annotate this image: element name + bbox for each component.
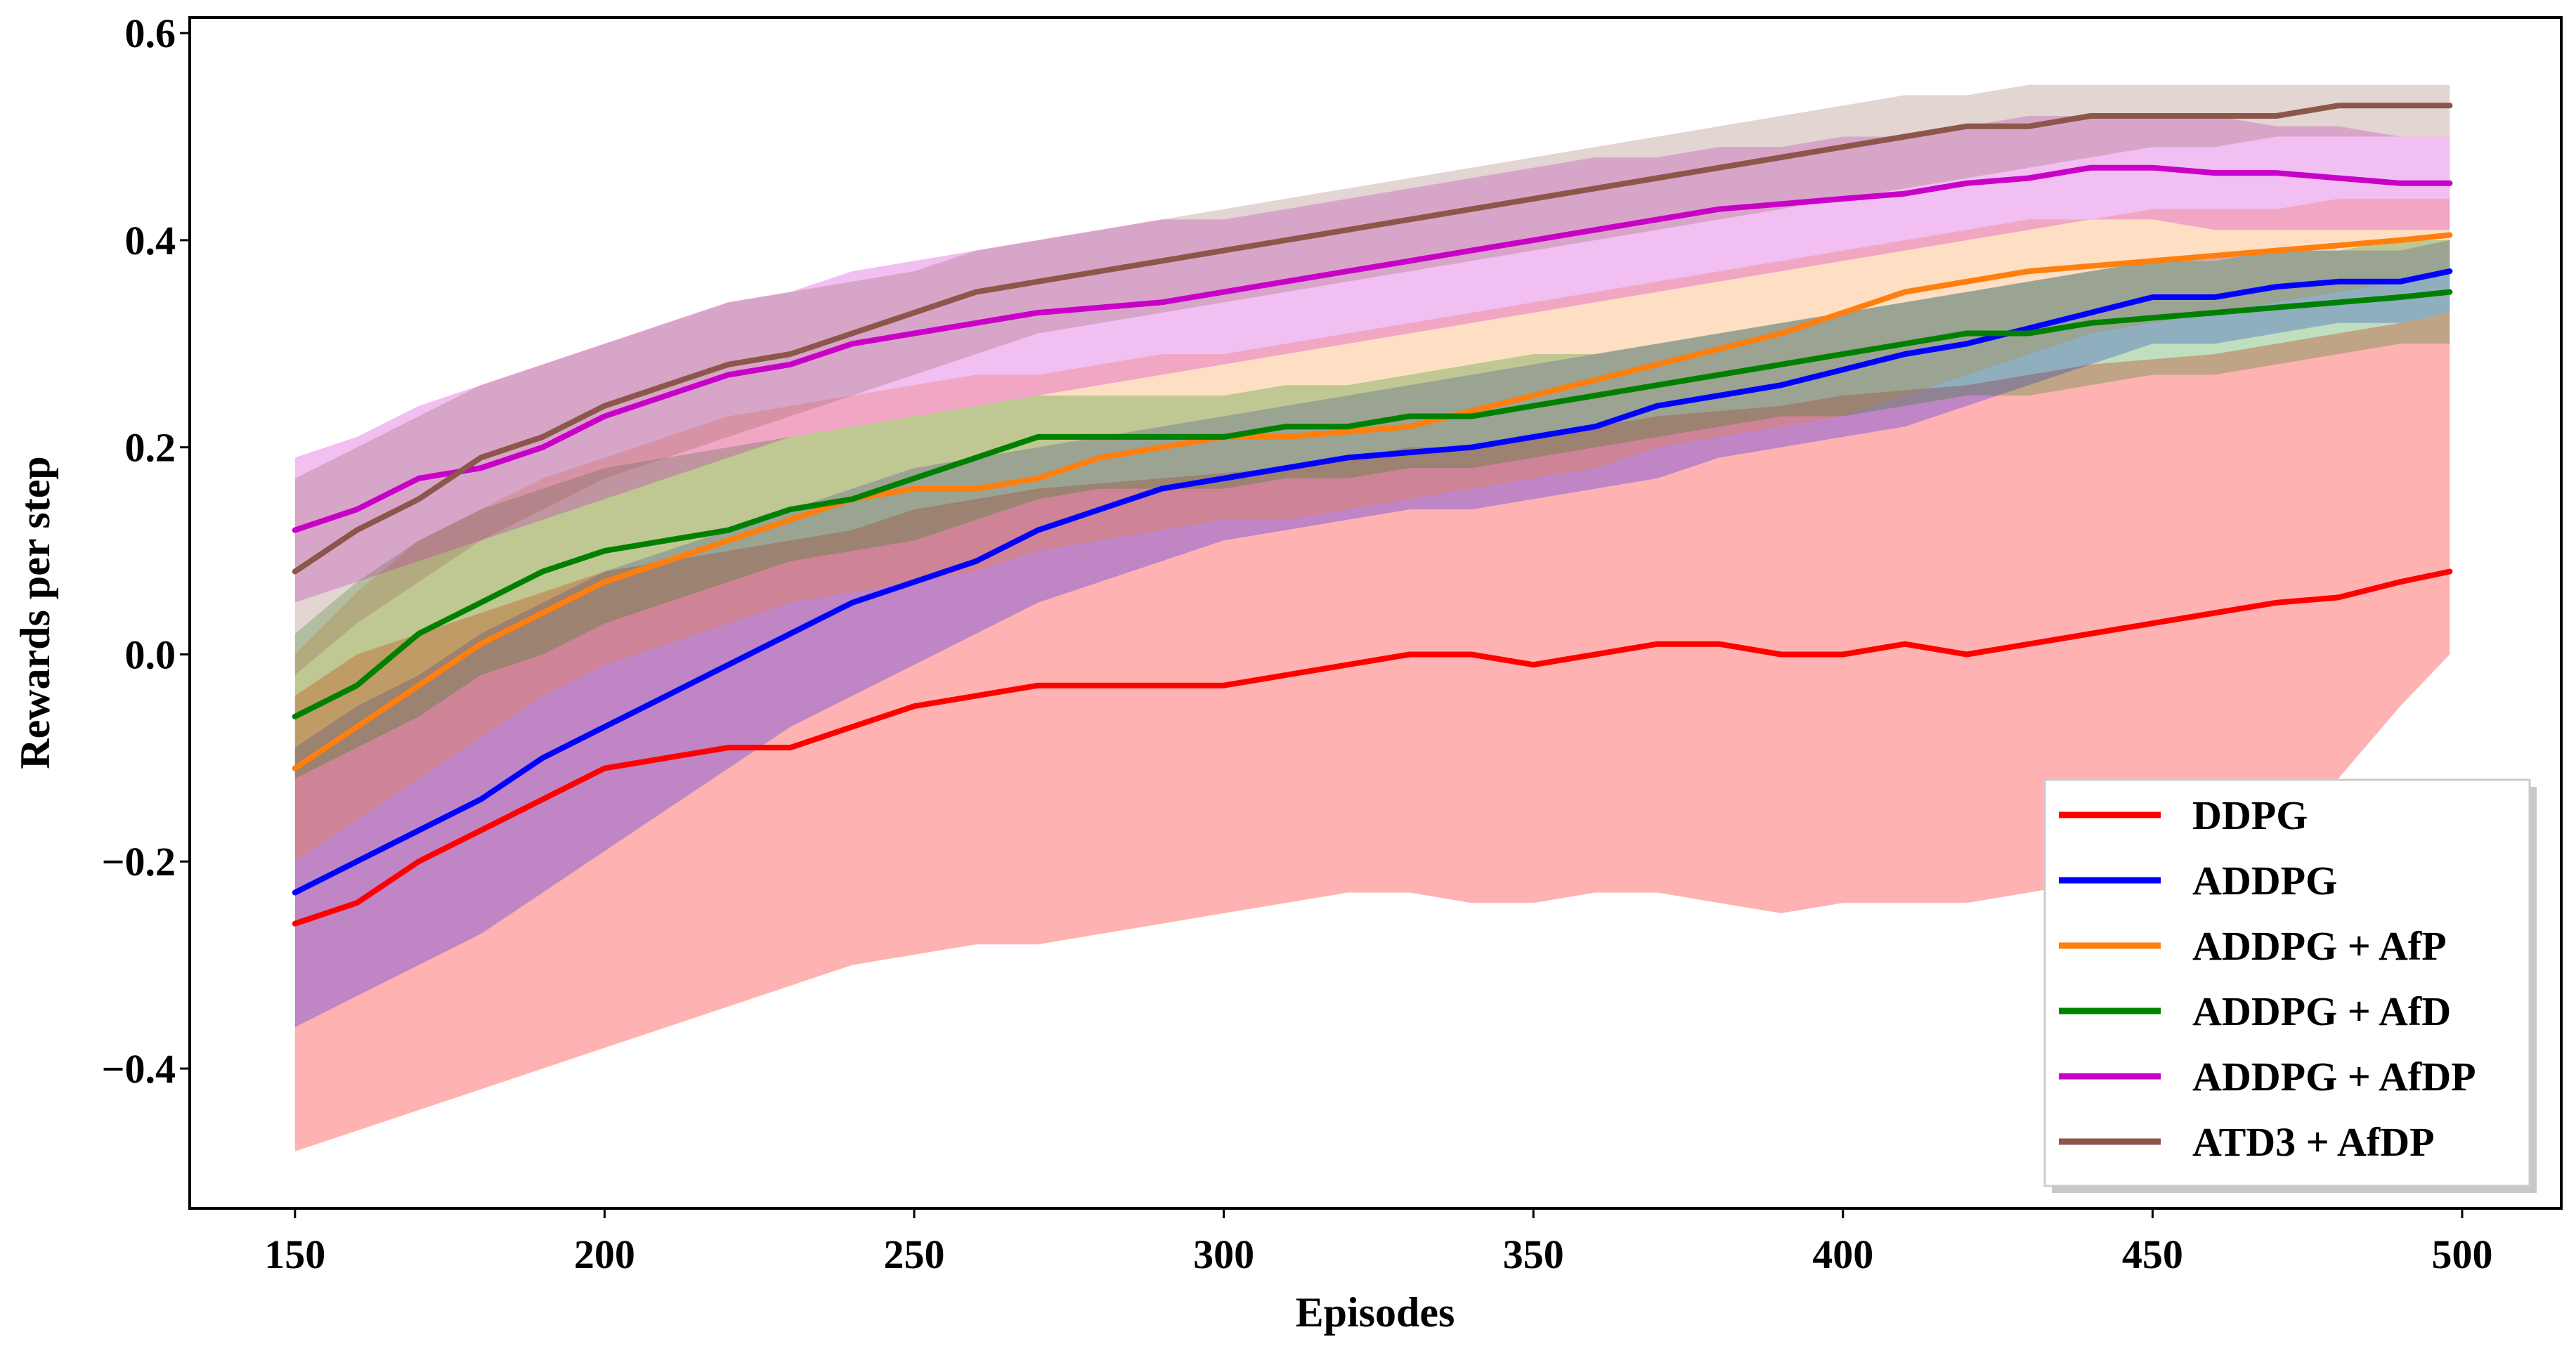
- y-axis-ticks: −0.4 −0.2 0.0 0.2 0.4 0.6: [101, 11, 190, 1092]
- x-tick-label: 400: [1812, 1232, 1873, 1277]
- x-tick-label: 150: [264, 1232, 325, 1277]
- legend-label-addpg: ADDPG: [2192, 858, 2337, 903]
- legend-label-ddpg: DDPG: [2192, 792, 2308, 838]
- legend-label-addpg-afdp: ADDPG + AfDP: [2192, 1054, 2476, 1099]
- x-axis-ticks: 150 200 250 300 350 400 450 500: [264, 1208, 2493, 1277]
- addpg-afd-band: [294, 240, 2450, 779]
- y-tick-label: −0.2: [101, 839, 176, 885]
- x-tick-label: 500: [2432, 1232, 2493, 1277]
- legend-label-addpg-afd: ADDPG + AfD: [2192, 988, 2451, 1034]
- addpg-afdp-band: [294, 116, 2450, 603]
- x-tick-label: 300: [1193, 1232, 1254, 1277]
- x-tick-label: 250: [884, 1232, 945, 1277]
- legend: DDPG ADDPG ADDPG + AfP ADDPG + AfD ADDPG + A…: [2043, 778, 2537, 1193]
- addpg-afp-band: [294, 198, 2450, 862]
- legend-items: DDPG ADDPG ADDPG + AfP ADDPG + AfD ADDPG + A…: [2059, 792, 2476, 1165]
- ddpg-line: [292, 568, 2453, 927]
- addpg-afd-line: [292, 289, 2453, 719]
- addpg-afp-line: [292, 232, 2453, 771]
- legend-label-atd3-afdp: ATD3 + AfDP: [2192, 1119, 2435, 1165]
- y-axis-label: Rewards per step: [12, 456, 58, 769]
- legend-label-addpg-afp: ADDPG + AfP: [2192, 923, 2447, 969]
- atd3-afdp-band: [294, 84, 2450, 675]
- series-lines: [292, 103, 2453, 927]
- x-tick-label: 200: [574, 1232, 635, 1277]
- y-tick-label: 0.2: [125, 425, 176, 471]
- plot-frame: [188, 16, 2563, 1210]
- x-tick-label: 350: [1503, 1232, 1564, 1277]
- addpg-line: [292, 268, 2453, 896]
- y-tick-label: 0.4: [125, 218, 176, 263]
- addpg-afdp-line: [292, 164, 2453, 533]
- confidence-bands: [294, 84, 2450, 1151]
- y-tick-label: −0.4: [101, 1046, 176, 1092]
- atd3-afdp-line: [292, 103, 2453, 575]
- legend-box: [2043, 778, 2531, 1187]
- x-axis-label: Episodes: [1296, 1289, 1455, 1336]
- ddpg-band: [294, 313, 2450, 1151]
- y-tick-label: 0.6: [125, 11, 176, 56]
- y-tick-label: 0.0: [125, 632, 176, 677]
- addpg-band: [294, 240, 2450, 1028]
- x-tick-label: 450: [2122, 1232, 2183, 1277]
